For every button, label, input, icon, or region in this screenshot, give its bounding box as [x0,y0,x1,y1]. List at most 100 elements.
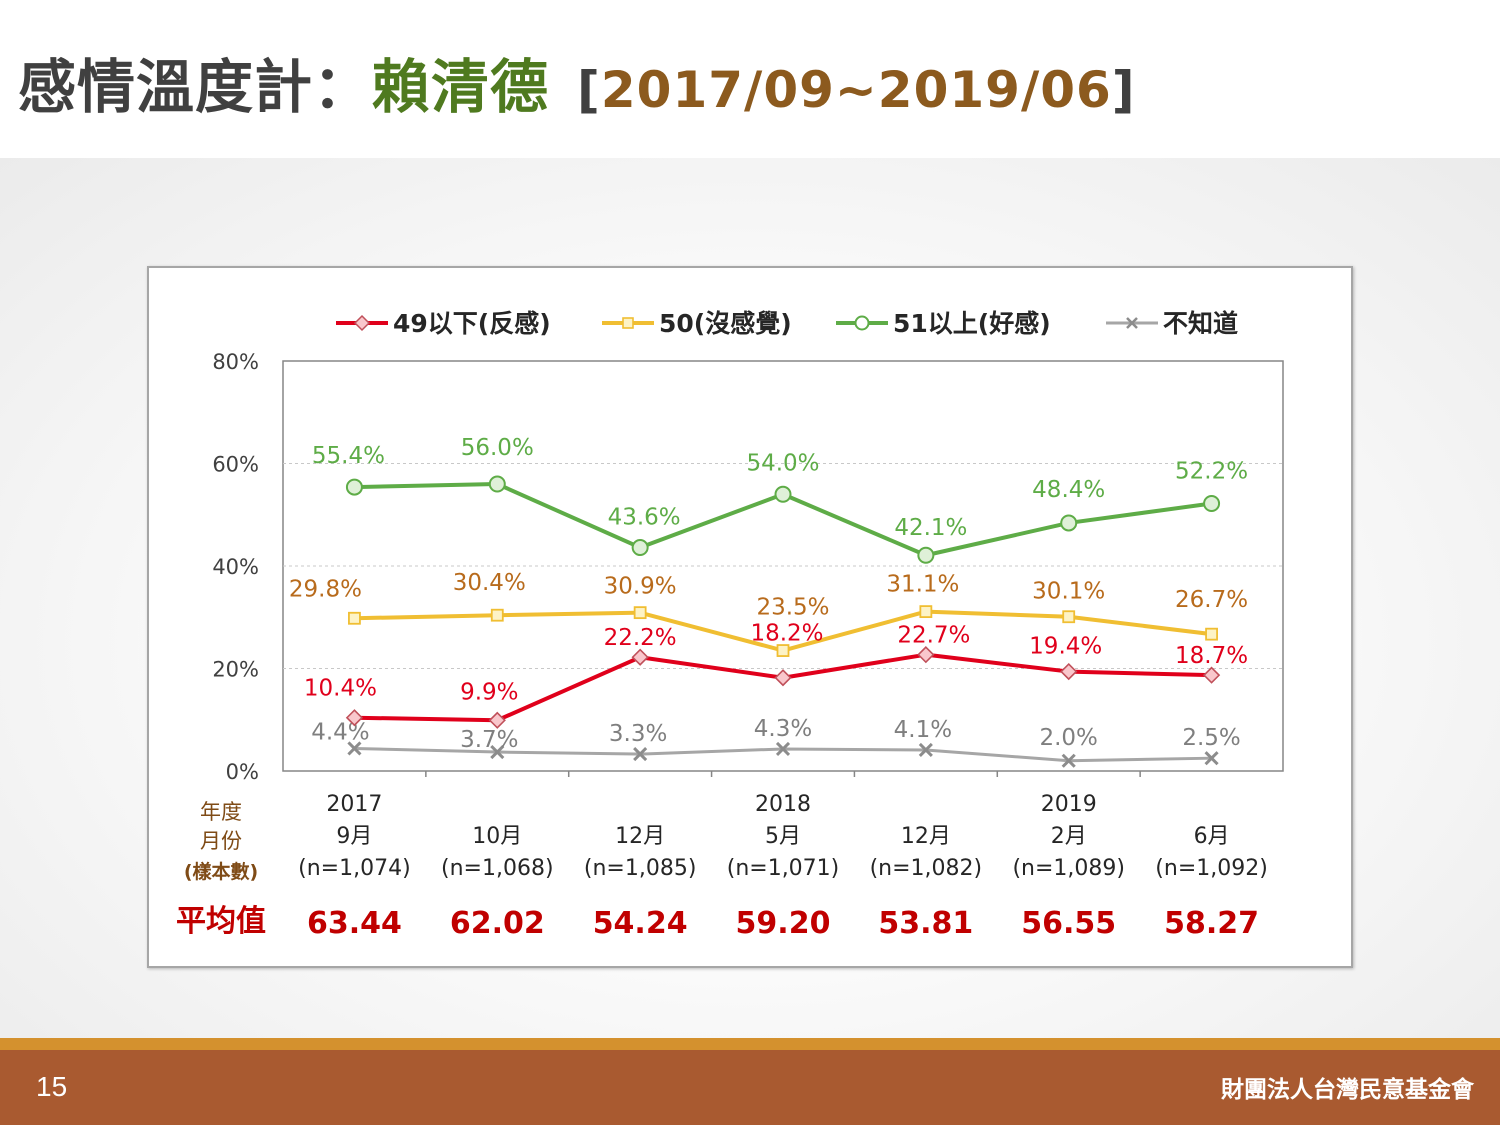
data-point-negative [488,711,506,729]
y-tick-label: 0% [226,760,259,784]
data-label-positive: 54.0% [746,450,819,476]
data-label-unknown: 4.3% [754,716,812,742]
title-bar: 感情溫度計：賴清德 [2017/09~2019/06] [0,0,1500,158]
x-month-label: 9月 [336,824,372,849]
x-month-label: 12月 [901,824,951,849]
data-label-unknown: 4.1% [894,717,952,743]
data-point-neutral [776,644,790,657]
data-label-negative: 19.4% [1029,634,1102,660]
data-point-positive [631,539,649,557]
data-point-positive [917,546,935,564]
title-date-range: [2017/09~2019/06] [577,61,1136,119]
data-label-positive: 56.0% [461,435,534,461]
page-title: 感情溫度計：賴清德 [2017/09~2019/06] [18,40,1136,124]
x-sample-label: (n=1,089) [1012,856,1125,881]
data-label-negative: 9.9% [460,679,518,705]
data-label-neutral: 26.7% [1175,587,1248,613]
data-point-positive [345,478,363,496]
x-month-label: 2月 [1051,824,1087,849]
legend-label-unknown: 不知道 [1163,309,1238,338]
data-label-positive: 48.4% [1032,477,1105,503]
data-point-negative [917,646,935,664]
line-chart: 80% 60% 40% 20% 0% 4.4% 3.7% 3.3% 4.3% 4.1% 2.0% 2.… [176,309,1284,941]
x-year-label: 2017 [326,792,382,817]
data-label-neutral: 30.9% [604,574,677,600]
data-label-unknown: 2.0% [1039,725,1097,751]
range-close-bracket: ] [1111,61,1136,119]
data-point-unknown [633,747,648,762]
data-label-neutral: 30.4% [453,570,526,596]
chart-frame: 80% 60% 40% 20% 0% 4.4% 3.7% 3.3% 4.3% 4.1% 2.0% 2.… [147,266,1353,968]
x-sample-label: (n=1,074) [298,856,411,881]
legend-label-positive: 51以上(好感) [893,309,1051,338]
data-point-unknown [918,742,933,758]
data-point-neutral [348,611,361,625]
legend-label-neutral: 50(沒感覺) [659,309,792,338]
data-point-neutral [633,606,647,620]
average-value: 62.02 [450,906,545,941]
axis-side-label: 年度 [200,800,242,824]
average-value: 58.27 [1164,906,1259,941]
data-label-negative: 22.7% [897,623,970,649]
data-label-negative: 18.7% [1175,643,1248,669]
data-point-positive [1203,494,1221,512]
data-point-positive [1060,514,1078,532]
axis-side-label: 月份 [200,829,242,853]
legend-label-negative: 49以下(反感) [393,309,551,338]
data-point-unknown [1204,751,1219,766]
data-label-negative: 10.4% [304,676,377,702]
data-point-positive [774,485,792,503]
x-month-label: 6月 [1194,824,1230,849]
y-tick-label: 20% [212,658,259,682]
average-value: 59.20 [736,906,831,941]
x-sample-label: (n=1,071) [727,856,840,881]
data-point-unknown [490,744,505,760]
range-text: 2017/09~2019/06 [600,61,1112,119]
average-row-label: 平均值 [176,904,266,939]
title-prefix: 感情溫度計： [18,53,373,121]
data-point-neutral [1062,610,1076,624]
x-sample-label: (n=1,082) [870,856,983,881]
data-label-unknown: 3.7% [460,727,518,753]
data-point-negative [1060,662,1078,681]
x-year-label: 2019 [1041,792,1097,817]
legend-marker-negative [353,314,371,332]
data-point-unknown [347,741,362,756]
data-point-unknown [775,741,791,757]
footer: 15 財團法人台灣民意基金會 [0,1050,1500,1125]
title-person-name: 賴清德 [372,53,550,121]
y-tick-label: 40% [212,555,259,579]
legend-marker-neutral [622,317,634,329]
x-month-label: 10月 [472,824,522,849]
data-label-unknown: 4.4% [311,719,369,745]
data-label-negative: 18.2% [750,621,823,647]
data-point-negative [631,648,649,666]
average-value: 56.55 [1021,906,1116,941]
average-value: 63.44 [307,906,402,941]
data-point-negative [345,709,364,727]
legend-marker-unknown [1126,317,1138,329]
average-value: 53.81 [878,906,973,941]
data-label-neutral: 29.8% [289,576,362,602]
x-sample-label: (n=1,092) [1155,856,1268,881]
y-tick-label: 80% [212,350,259,374]
data-label-positive: 42.1% [894,515,967,541]
x-month-label: 5月 [765,824,801,849]
data-point-negative [1202,666,1221,684]
data-point-negative [774,669,792,687]
x-month-label: 12月 [615,824,665,849]
data-point-neutral [490,608,504,622]
x-sample-label: (n=1,068) [441,856,554,881]
data-label-positive: 52.2% [1175,458,1248,484]
data-label-unknown: 2.5% [1182,725,1240,751]
data-label-neutral: 31.1% [886,572,959,598]
data-label-unknown: 3.3% [609,721,667,747]
average-value: 54.24 [593,906,688,941]
data-label-neutral: 23.5% [756,595,829,621]
data-label-negative: 22.2% [604,625,677,651]
data-label-neutral: 30.1% [1032,579,1105,605]
range-open-bracket: [ [577,61,601,119]
footer-stripe [0,1038,1500,1050]
x-year-label: 2018 [755,792,811,817]
x-sample-label: (n=1,085) [584,856,697,881]
